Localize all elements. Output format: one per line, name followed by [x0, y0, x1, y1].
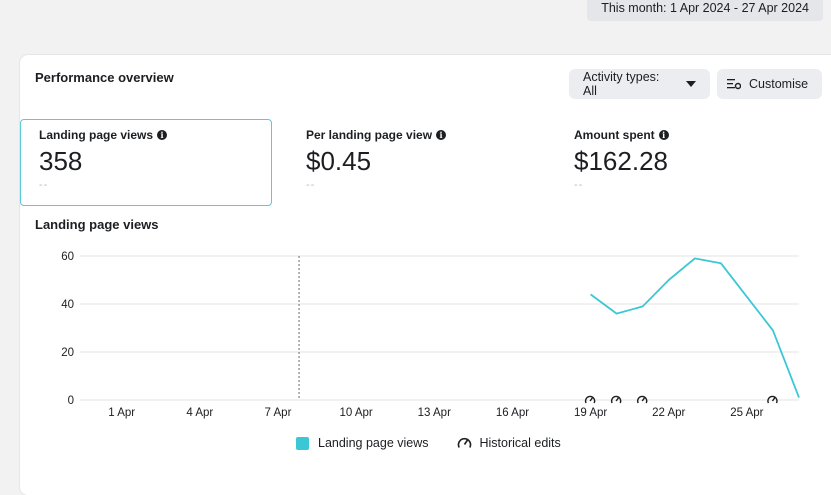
x-tick-label: 19 Apr [574, 407, 607, 419]
x-tick-label: 13 Apr [418, 407, 451, 419]
x-tick-label: 4 Apr [186, 407, 213, 419]
x-tick-label: 22 Apr [652, 407, 685, 419]
x-tick-label: 10 Apr [340, 407, 373, 419]
y-tick-label: 20 [61, 347, 74, 359]
x-tick-label: 25 Apr [730, 407, 763, 419]
line-chart: 0 20 40 60 1 Apr 4 Apr 7 Apr 10 Apr 13 Apr 16 Apr… [20, 55, 831, 435]
y-tick-label: 0 [68, 395, 74, 407]
x-tick-label: 1 Apr [108, 407, 135, 419]
y-tick-label: 40 [61, 299, 74, 311]
legend-item-historical-edits[interactable]: Historical edits [480, 436, 561, 450]
legend-item-landing-page-views[interactable]: Landing page views [318, 436, 429, 450]
historical-edit-icon [457, 436, 472, 450]
chart-legend: Landing page views Historical edits [296, 436, 561, 450]
performance-card: Performance overview Activity types: All… [20, 55, 831, 495]
x-tick-label: 16 Apr [496, 407, 529, 419]
series-line-landing-page-views [591, 258, 799, 397]
x-tick-label: 7 Apr [265, 407, 292, 419]
date-range-button[interactable]: This month: 1 Apr 2024 - 27 Apr 2024 [587, 0, 823, 21]
y-tick-label: 60 [61, 251, 74, 263]
legend-swatch [296, 437, 309, 450]
